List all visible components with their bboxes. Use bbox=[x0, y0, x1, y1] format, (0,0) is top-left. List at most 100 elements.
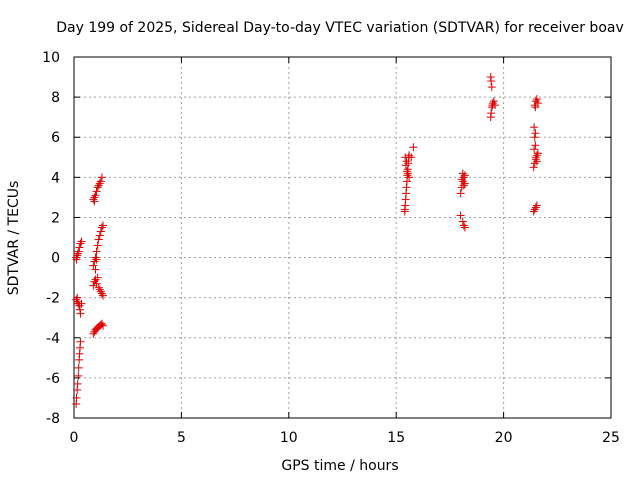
data-point bbox=[400, 207, 409, 216]
data-point bbox=[92, 255, 101, 264]
data-point bbox=[75, 243, 84, 252]
data-point bbox=[73, 293, 82, 302]
data-point bbox=[487, 109, 496, 118]
data-point bbox=[76, 239, 85, 248]
y-tick-label: 10 bbox=[42, 50, 60, 66]
data-point bbox=[72, 255, 81, 264]
data-point bbox=[531, 141, 540, 150]
data-point bbox=[74, 247, 83, 256]
y-tick-label: -4 bbox=[46, 331, 60, 347]
data-point bbox=[405, 173, 414, 182]
data-point bbox=[93, 241, 102, 250]
data-point bbox=[92, 279, 101, 288]
y-tick-label: 2 bbox=[51, 210, 60, 226]
x-axis-label: GPS time / hours bbox=[281, 458, 398, 474]
data-point bbox=[91, 253, 100, 262]
data-point bbox=[98, 221, 107, 230]
data-point bbox=[91, 191, 100, 200]
data-point bbox=[73, 249, 82, 258]
data-point bbox=[530, 145, 539, 154]
grid-lines bbox=[74, 57, 611, 418]
data-point bbox=[77, 299, 86, 308]
data-point bbox=[530, 101, 539, 110]
data-point bbox=[91, 275, 100, 284]
data-point bbox=[72, 295, 81, 304]
data-point bbox=[97, 173, 106, 182]
plot-frame bbox=[73, 56, 612, 419]
y-tick-label: -8 bbox=[46, 411, 60, 427]
data-point bbox=[94, 235, 103, 244]
data-point bbox=[529, 163, 538, 172]
data-point bbox=[91, 265, 100, 274]
x-axis: 0 5 10 15 20 25 bbox=[70, 57, 620, 446]
data-point bbox=[458, 217, 467, 226]
y-tick-label: -2 bbox=[46, 291, 60, 307]
x-tick-label: 15 bbox=[387, 430, 405, 446]
data-point bbox=[458, 177, 467, 186]
data-point bbox=[489, 97, 498, 106]
data-point bbox=[401, 153, 410, 162]
data-point bbox=[457, 183, 466, 192]
data-point bbox=[459, 173, 468, 182]
data-point bbox=[405, 151, 414, 160]
data-point bbox=[73, 379, 82, 388]
data-point bbox=[89, 329, 98, 338]
data-point bbox=[94, 283, 103, 292]
data-point bbox=[75, 301, 84, 310]
data-point bbox=[96, 227, 105, 236]
x-tick-label: 5 bbox=[177, 430, 186, 446]
data-point bbox=[460, 223, 469, 232]
y-tick-label: -6 bbox=[46, 371, 60, 387]
data-point bbox=[96, 320, 105, 329]
data-point bbox=[531, 203, 540, 212]
data-point bbox=[458, 169, 467, 178]
y-tick-label: 6 bbox=[51, 130, 60, 146]
data-point bbox=[96, 177, 105, 186]
data-point bbox=[402, 157, 411, 166]
data-point bbox=[532, 95, 541, 104]
data-point bbox=[533, 99, 542, 108]
data-point bbox=[533, 149, 542, 158]
data-point bbox=[95, 231, 104, 240]
data-point bbox=[402, 167, 411, 176]
chart-title: Day 199 of 2025, Sidereal Day-to-day VTE… bbox=[56, 20, 624, 36]
data-point bbox=[90, 277, 99, 286]
y-tick-label: 4 bbox=[51, 170, 60, 186]
data-point bbox=[93, 273, 102, 282]
data-points bbox=[72, 73, 542, 408]
data-point bbox=[531, 103, 540, 112]
data-point bbox=[531, 129, 540, 138]
data-point bbox=[459, 221, 468, 230]
data-point bbox=[457, 175, 466, 184]
x-tick-label: 10 bbox=[280, 430, 298, 446]
y-tick-label: 8 bbox=[51, 90, 60, 106]
data-point bbox=[404, 169, 413, 178]
data-point bbox=[531, 153, 540, 162]
data-point bbox=[401, 161, 410, 170]
data-point bbox=[98, 321, 107, 330]
data-point bbox=[532, 157, 541, 166]
data-point bbox=[93, 183, 102, 192]
data-point bbox=[456, 211, 465, 220]
data-point bbox=[73, 251, 82, 260]
x-tick-label: 20 bbox=[495, 430, 513, 446]
data-point bbox=[486, 73, 495, 82]
data-point bbox=[95, 285, 104, 294]
data-point bbox=[97, 223, 106, 232]
data-point bbox=[530, 133, 539, 142]
data-point bbox=[529, 207, 538, 216]
data-point bbox=[530, 159, 539, 168]
data-point bbox=[74, 363, 83, 372]
data-point bbox=[89, 195, 98, 204]
y-axis-label: SDTVAR / TECUs bbox=[6, 181, 22, 296]
data-point bbox=[532, 201, 541, 210]
data-point bbox=[459, 181, 468, 190]
data-point bbox=[491, 101, 500, 110]
x-tick-label: 25 bbox=[602, 430, 620, 446]
data-point bbox=[530, 123, 539, 132]
data-point bbox=[487, 103, 496, 112]
data-point bbox=[94, 181, 103, 190]
data-point bbox=[530, 205, 539, 214]
data-point bbox=[460, 179, 469, 188]
data-point bbox=[488, 99, 497, 108]
